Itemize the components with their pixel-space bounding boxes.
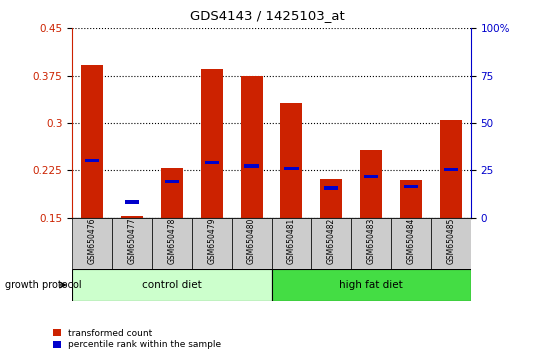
Text: GSM650478: GSM650478 <box>167 218 177 264</box>
Bar <box>272 269 471 301</box>
Text: GSM650483: GSM650483 <box>366 218 376 264</box>
Bar <box>241 76 263 218</box>
Bar <box>152 218 192 269</box>
Bar <box>431 218 471 269</box>
Text: high fat diet: high fat diet <box>339 280 403 290</box>
Text: control diet: control diet <box>142 280 202 290</box>
Bar <box>112 218 152 269</box>
Text: growth protocol: growth protocol <box>5 280 82 290</box>
Bar <box>360 149 382 218</box>
Text: GSM650484: GSM650484 <box>407 218 416 264</box>
Bar <box>72 218 112 269</box>
Text: GDS4143 / 1425103_at: GDS4143 / 1425103_at <box>190 9 345 22</box>
Bar <box>201 69 223 218</box>
Bar <box>364 175 378 178</box>
Bar <box>81 65 103 218</box>
Text: GSM650480: GSM650480 <box>247 218 256 264</box>
Bar <box>192 218 232 269</box>
Bar <box>311 218 351 269</box>
Bar <box>165 180 179 183</box>
Bar <box>391 218 431 269</box>
Bar <box>320 178 342 218</box>
Bar <box>85 159 100 162</box>
Bar <box>280 103 302 218</box>
Text: GSM650476: GSM650476 <box>88 218 97 264</box>
Bar <box>324 187 339 190</box>
Bar <box>232 218 271 269</box>
Text: GSM650485: GSM650485 <box>446 218 455 264</box>
Bar <box>440 120 462 218</box>
Text: GSM650477: GSM650477 <box>127 218 136 264</box>
Bar <box>272 218 311 269</box>
Bar <box>204 161 219 164</box>
Bar <box>351 218 391 269</box>
Bar <box>284 167 299 170</box>
Bar <box>72 269 272 301</box>
Bar <box>161 169 183 218</box>
Bar <box>121 216 143 218</box>
Text: GSM650479: GSM650479 <box>207 218 216 264</box>
Bar <box>404 184 418 188</box>
Text: GSM650481: GSM650481 <box>287 218 296 264</box>
Bar <box>444 167 458 171</box>
Bar <box>125 200 139 204</box>
Bar <box>400 180 422 218</box>
Legend: transformed count, percentile rank within the sample: transformed count, percentile rank withi… <box>52 329 221 349</box>
Bar <box>244 164 259 167</box>
Text: GSM650482: GSM650482 <box>327 218 336 264</box>
